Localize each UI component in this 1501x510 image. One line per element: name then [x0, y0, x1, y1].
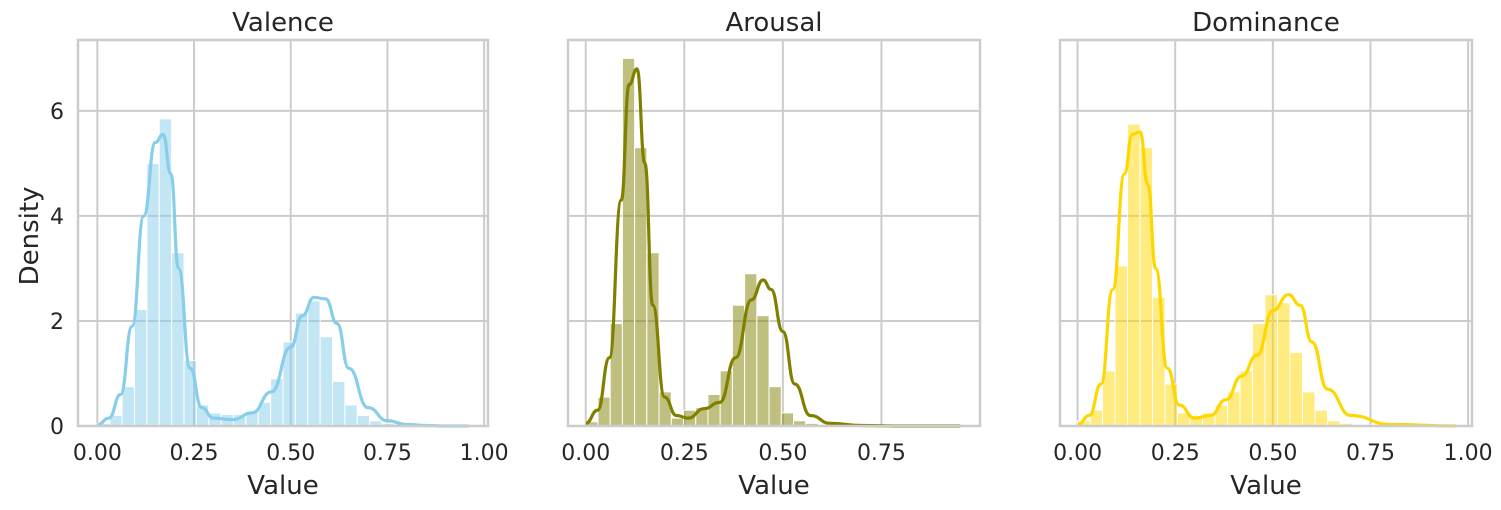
x-tick-label: 0.00 [1053, 441, 1102, 466]
x-tick-label: 0.00 [561, 441, 610, 466]
histogram-bar [121, 386, 135, 427]
histogram-bar [1114, 265, 1129, 427]
histogram-bar [707, 393, 721, 427]
histogram-bar [756, 315, 770, 427]
x-tick-label: 0.25 [170, 441, 219, 466]
axes-frame [566, 38, 982, 428]
histogram-bar [1264, 294, 1279, 427]
histogram-bar [1302, 391, 1316, 427]
y-tick-label: 6 [50, 100, 64, 125]
histogram-bar [183, 359, 197, 427]
histogram-bar [780, 412, 795, 427]
subplot-dominance: 0.00 0.25 0.50 0.75 1.00 Dominance Value [1053, 8, 1493, 501]
subplot-title: Dominance [1192, 8, 1340, 38]
histogram-bar [621, 57, 636, 427]
kde-curve [97, 132, 469, 428]
histogram-bar [634, 147, 648, 427]
histogram-bar [1152, 296, 1166, 427]
histogram-bar [1127, 123, 1141, 427]
x-tick-label: 0.00 [73, 441, 122, 466]
y-tick-label: 0 [50, 415, 64, 440]
x-tick-label: 1.00 [1444, 441, 1493, 466]
axes-frame [76, 38, 490, 428]
subplot-title: Valence [232, 8, 334, 38]
histogram-bar [1314, 409, 1329, 427]
kde-curve [585, 67, 961, 428]
histogram-bar [1239, 370, 1254, 427]
histogram-bar [1289, 351, 1304, 427]
x-tick-label: 0.50 [1248, 441, 1297, 466]
histogram-bar [133, 308, 148, 427]
subplot-arousal: 0.00 0.25 0.50 0.75 Arousal Value [561, 8, 982, 501]
x-axis-label: Value [247, 471, 318, 501]
x-axis-label: Value [1230, 471, 1301, 501]
x-tick-label: 0.25 [1151, 441, 1200, 466]
histogram-bar [307, 300, 321, 427]
histogram-bar [344, 404, 358, 427]
x-tick-label: 0.50 [758, 441, 807, 466]
x-tick-label: 1.00 [460, 441, 509, 466]
histogram-bar [356, 414, 371, 427]
y-tick-label: 4 [50, 205, 64, 230]
histogram-bar [332, 380, 346, 427]
histogram-bar [158, 118, 173, 427]
x-tick-label: 0.25 [660, 441, 709, 466]
x-tick-label: 0.75 [857, 441, 906, 466]
y-axis-label: Density [15, 187, 45, 286]
y-tick-label: 2 [50, 310, 64, 335]
subplot-title: Arousal [726, 8, 823, 38]
histogram-bar [768, 386, 782, 427]
x-tick-label: 0.75 [363, 441, 412, 466]
axes-frame [1058, 38, 1474, 428]
histogram-bar [1277, 302, 1291, 427]
kde-curve [1077, 130, 1457, 428]
histogram-bar [1164, 383, 1179, 427]
x-tick-label: 0.50 [266, 441, 315, 466]
x-tick-label: 0.75 [1346, 441, 1395, 466]
x-axis-label: Value [738, 471, 809, 501]
histogram-bar [319, 336, 334, 427]
subplot-valence: 0.00 0.25 0.50 0.75 1.00 0 2 4 6 Valence Value [50, 8, 509, 501]
